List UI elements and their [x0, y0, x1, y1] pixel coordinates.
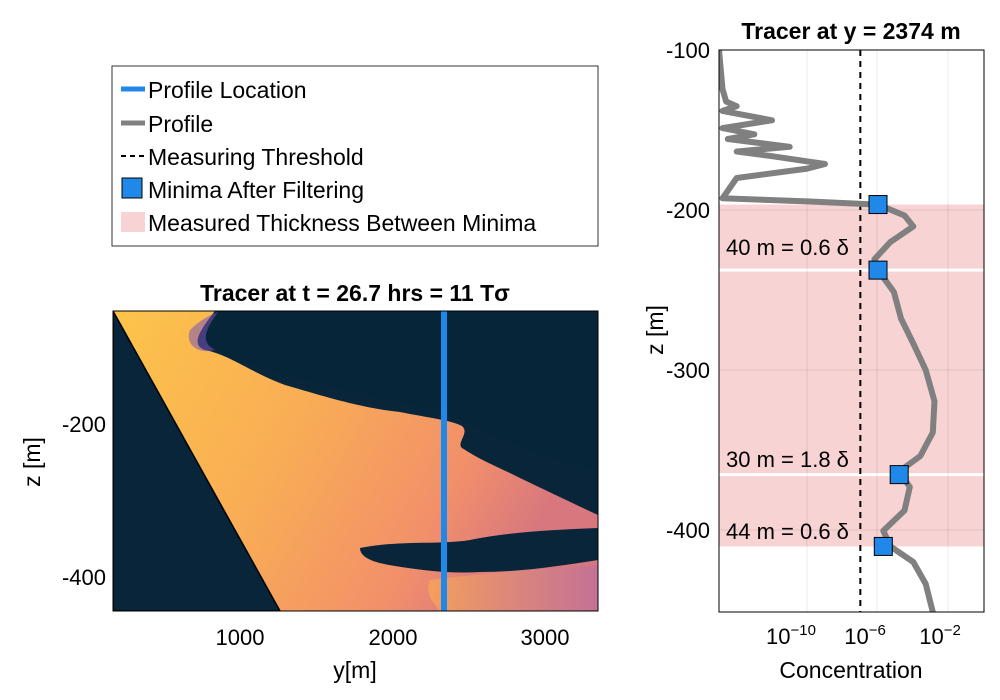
- minima-marker: [868, 260, 888, 280]
- thickness-annotation: 30 m = 1.8 δ: [726, 447, 849, 472]
- left-xaxis-label: y[m]: [333, 657, 376, 683]
- tracer-field: [113, 311, 598, 611]
- left-ytick-label: -200: [62, 412, 106, 437]
- right-plot-frame: [718, 49, 985, 613]
- left-panel-title: Tracer at t = 26.7 hrs = 11 Tσ: [200, 280, 510, 306]
- right-xtick-label: 10−6: [844, 622, 886, 649]
- right-yaxis-label: z [m]: [642, 305, 668, 355]
- legend: Profile Location Profile Measuring Thres…: [111, 65, 599, 247]
- thickness-band: [719, 204, 984, 271]
- left-yaxis-label: z [m]: [19, 437, 45, 487]
- legend-label-threshold: Measuring Threshold: [148, 144, 364, 170]
- legend-thickness-swatch: [121, 212, 145, 232]
- left-xtick-label: 3000: [521, 625, 570, 650]
- legend-minima-swatch: [121, 177, 143, 199]
- legend-label-thickness: Measured Thickness Between Minima: [148, 210, 536, 236]
- tracer-tongue-lower: [428, 565, 598, 611]
- thickness-band: [719, 270, 984, 475]
- slope-boundary: [113, 311, 281, 611]
- tracer-plume: [113, 311, 598, 611]
- left-xtick-label: 1000: [216, 625, 265, 650]
- right-panel-title: Tracer at y = 2374 m: [741, 18, 960, 44]
- gridlines: [719, 50, 984, 612]
- dark-intrusion: [204, 311, 598, 470]
- minima-marker: [868, 195, 888, 215]
- minima-marker: [889, 465, 909, 485]
- thickness-annotation: 40 m = 0.6 δ: [726, 235, 849, 260]
- right-ytick-label: -100: [666, 38, 710, 63]
- dark-band-lower: [360, 528, 598, 573]
- legend-box: [111, 65, 599, 247]
- right-ytick-label: -200: [666, 198, 710, 223]
- legend-label-profile-location: Profile Location: [148, 77, 307, 103]
- right-ytick-label: -400: [666, 518, 710, 543]
- left-panel: Tracer at t = 26.7 hrs = 11 Tσ 1000 2000…: [19, 280, 599, 683]
- right-xtick-label: 10−2: [919, 622, 961, 649]
- minima-markers: [868, 195, 909, 556]
- legend-label-profile: Profile: [148, 111, 213, 137]
- right-panel: Tracer at y = 2374 m 40 m = 0.6 δ 30 m =…: [642, 18, 985, 683]
- thickness-band: [719, 474, 984, 547]
- left-ytick-label: -400: [62, 565, 106, 590]
- right-xaxis-label: Concentration: [779, 657, 922, 683]
- thickness-annotation: 44 m = 0.6 δ: [726, 519, 849, 544]
- purple-fringe-upper: [188, 312, 218, 352]
- thickness-bands: [719, 204, 984, 547]
- right-ytick-label: -300: [666, 358, 710, 383]
- profile-line: [719, 50, 938, 612]
- legend-label-minima: Minima After Filtering: [148, 177, 364, 203]
- left-xtick-label: 2000: [369, 625, 418, 650]
- right-xtick-label: 10−10: [766, 622, 816, 649]
- minima-marker: [873, 536, 893, 556]
- left-plot-frame: [112, 310, 599, 612]
